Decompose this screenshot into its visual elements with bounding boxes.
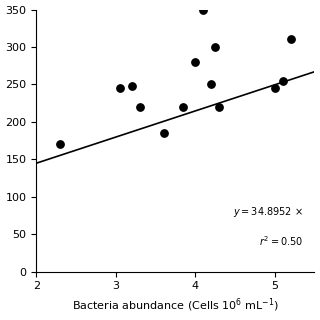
Point (288, 37, 293, 42)
Point (212, 44, 218, 50)
Point (280, 78, 285, 83)
Point (209, 82, 214, 87)
Point (201, 7, 206, 12)
Point (217, 104, 222, 109)
Text: $r^{2} = 0.50$: $r^{2} = 0.50$ (259, 234, 303, 248)
X-axis label: Bacteria abundance (Cells 10$^{6}$ mL$^{-1}$): Bacteria abundance (Cells 10$^{6}$ mL$^{… (72, 297, 279, 315)
Point (129, 83, 134, 88)
Point (181, 104, 186, 109)
Point (58, 142, 63, 147)
Point (161, 131, 166, 136)
Point (193, 60, 198, 65)
Text: $y = 34.8952$ ×: $y = 34.8952$ × (233, 205, 303, 219)
Point (137, 104, 142, 109)
Point (272, 85, 277, 91)
Point (117, 85, 122, 91)
